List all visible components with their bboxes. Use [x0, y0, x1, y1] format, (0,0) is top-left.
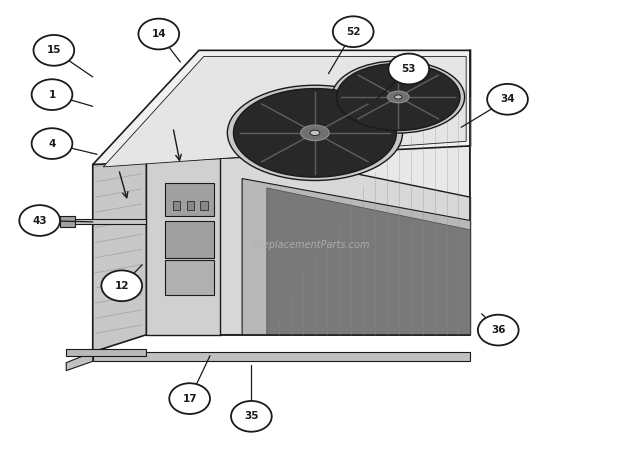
Ellipse shape [301, 125, 329, 141]
Text: 43: 43 [32, 216, 47, 226]
Polygon shape [173, 201, 180, 210]
Ellipse shape [228, 85, 402, 181]
Ellipse shape [234, 89, 396, 177]
Polygon shape [93, 352, 471, 361]
Text: 15: 15 [46, 45, 61, 55]
Circle shape [138, 19, 179, 49]
Text: 14: 14 [151, 29, 166, 39]
Polygon shape [66, 349, 146, 356]
Circle shape [169, 383, 210, 414]
Polygon shape [60, 216, 76, 227]
Text: 35: 35 [244, 411, 259, 421]
Polygon shape [165, 260, 215, 295]
Polygon shape [187, 201, 194, 210]
Text: 12: 12 [115, 281, 129, 291]
Text: 53: 53 [402, 64, 416, 74]
Polygon shape [66, 352, 93, 371]
Circle shape [32, 128, 73, 159]
Circle shape [19, 205, 60, 236]
Polygon shape [165, 220, 215, 258]
Polygon shape [146, 146, 471, 335]
Text: eReplacementParts.com: eReplacementParts.com [250, 240, 370, 250]
Circle shape [478, 315, 518, 346]
Polygon shape [165, 183, 215, 216]
Circle shape [333, 16, 374, 47]
Text: 34: 34 [500, 94, 515, 104]
Text: 36: 36 [491, 325, 505, 335]
Ellipse shape [310, 130, 320, 136]
Polygon shape [221, 146, 471, 335]
Polygon shape [242, 179, 471, 335]
Polygon shape [60, 219, 146, 224]
Polygon shape [93, 146, 146, 352]
Text: 17: 17 [182, 393, 197, 404]
Ellipse shape [337, 63, 460, 130]
Circle shape [231, 401, 272, 431]
Text: 4: 4 [48, 138, 56, 149]
Ellipse shape [388, 91, 409, 103]
Text: 52: 52 [346, 27, 360, 37]
Polygon shape [104, 56, 466, 167]
Polygon shape [200, 201, 208, 210]
Text: 1: 1 [48, 90, 56, 99]
Polygon shape [93, 50, 471, 165]
Circle shape [33, 35, 74, 66]
Polygon shape [146, 146, 221, 335]
Ellipse shape [332, 61, 464, 133]
Circle shape [388, 53, 429, 84]
Polygon shape [267, 188, 471, 335]
Circle shape [487, 84, 528, 115]
Ellipse shape [394, 95, 402, 99]
Circle shape [32, 79, 73, 110]
Circle shape [102, 271, 142, 301]
